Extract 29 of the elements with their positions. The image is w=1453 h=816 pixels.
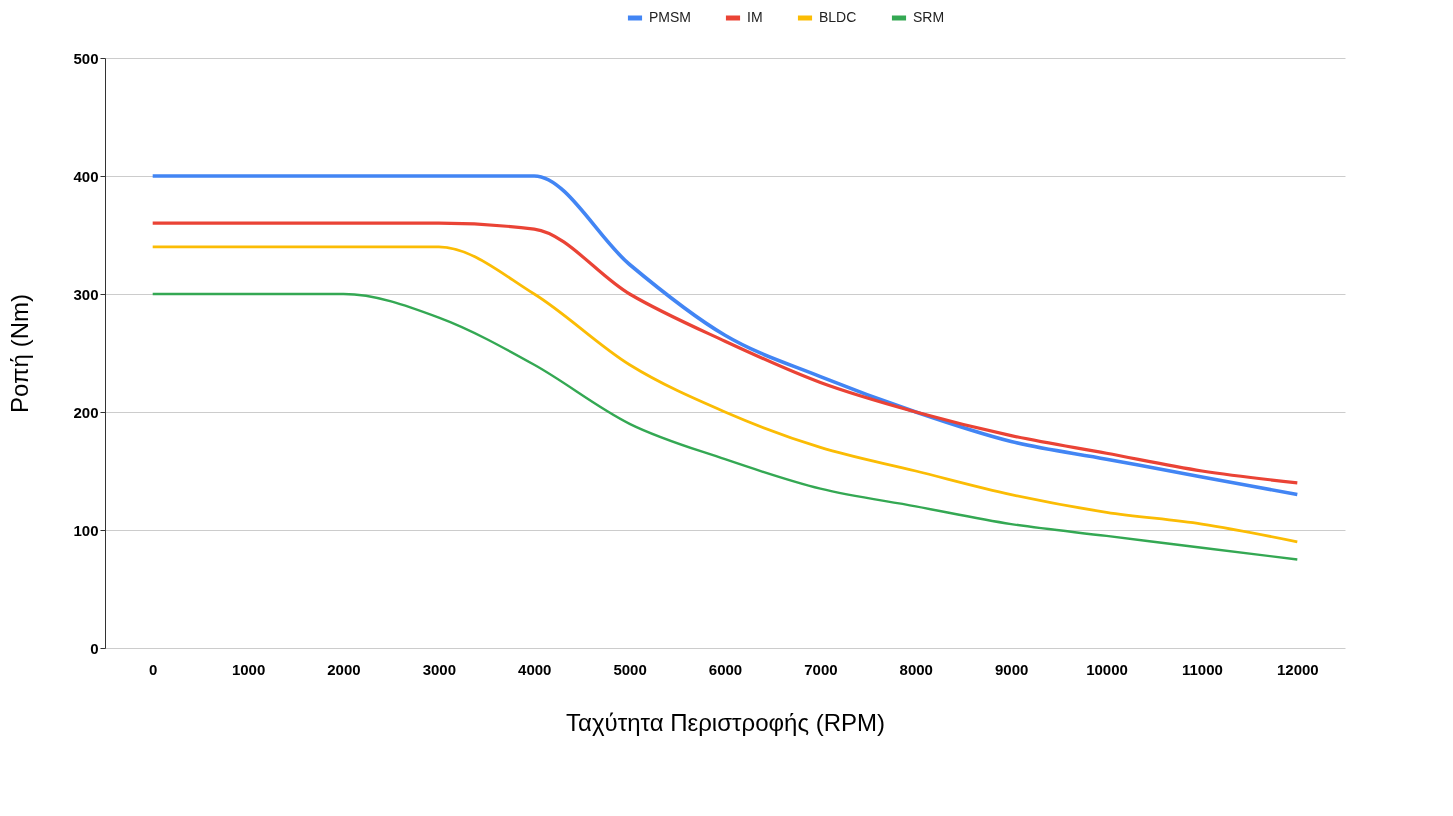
- legend-label: SRM: [913, 9, 945, 25]
- y-tick-label: 100: [73, 521, 99, 539]
- legend-label: BLDC: [819, 9, 857, 25]
- x-axis-title: Ταχύτητα Περιστροφής (RPM): [566, 708, 885, 736]
- x-tick-label: 5000: [613, 660, 647, 678]
- x-tick-label: 12000: [1276, 660, 1319, 678]
- line-series: [151, 292, 1299, 561]
- y-tick-label: 200: [73, 403, 99, 421]
- x-tick-label: 11000: [1181, 660, 1223, 678]
- x-tick-label: 10000: [1086, 660, 1128, 678]
- x-tick-label: 6000: [708, 660, 743, 678]
- x-tick-label: 8000: [899, 660, 933, 678]
- x-tick-label: 7000: [804, 660, 838, 678]
- y-tick-label: 300: [73, 285, 99, 303]
- x-tick-label: 1000: [231, 660, 266, 678]
- line-series: [151, 221, 1299, 485]
- legend-label: PMSM: [649, 9, 691, 25]
- x-tick-label: 4000: [518, 660, 552, 678]
- y-tick-label: 500: [73, 49, 99, 67]
- legend-label: IM: [747, 9, 763, 25]
- x-tick-label: 3000: [422, 660, 457, 678]
- x-tick-label: 2000: [327, 660, 361, 678]
- x-tick-label: 9000: [994, 660, 1029, 678]
- y-tick-label: 400: [73, 167, 99, 185]
- y-tick-label: 0: [90, 639, 99, 657]
- line-series: [151, 245, 1299, 544]
- y-axis-title: Ροπή (Nm): [6, 294, 34, 413]
- line-series: [150, 174, 1300, 497]
- x-tick-label: 0: [149, 660, 158, 678]
